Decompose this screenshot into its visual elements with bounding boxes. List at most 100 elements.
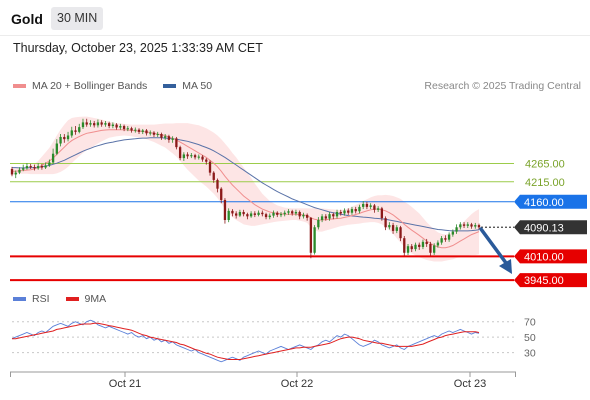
candle-down <box>365 201 369 210</box>
candle-up <box>134 127 137 133</box>
candle-body <box>332 214 335 217</box>
candle-down <box>261 210 264 217</box>
candle-up <box>197 154 200 160</box>
rsi-pane: 70 50 30 <box>11 317 536 363</box>
candle-up <box>36 163 40 170</box>
candle-down <box>74 126 77 135</box>
rsi-swatch <box>13 297 26 301</box>
pivot-label: 4160.00 <box>524 197 564 209</box>
candle-up <box>388 222 391 230</box>
support-label: 4010.00 <box>524 251 564 263</box>
candle-down <box>178 145 182 161</box>
candle-body <box>335 211 339 217</box>
resistance-label: 4215.00 <box>525 177 565 189</box>
header-divider <box>0 35 590 36</box>
candle-down <box>462 222 466 229</box>
candle-up <box>190 152 193 159</box>
candle-down <box>29 163 32 170</box>
candle-up <box>268 213 271 220</box>
candle-body <box>122 126 126 129</box>
candle-body <box>220 188 223 200</box>
candle-body <box>350 209 354 213</box>
candle-up <box>335 209 339 219</box>
legend-label-ma20: MA 20 + Bollinger Bands <box>32 80 148 92</box>
candle-up <box>414 242 417 252</box>
candle-body <box>104 123 107 125</box>
candle-up <box>451 229 455 237</box>
candle-body <box>100 122 103 125</box>
candle-down <box>193 153 197 160</box>
candle-body <box>186 154 189 157</box>
candle-up <box>283 210 286 217</box>
time-axis-label: Oct 23 <box>454 378 486 390</box>
rsi-line <box>11 319 480 363</box>
candle-up <box>249 211 253 218</box>
candle-up <box>302 212 305 219</box>
candle-up <box>474 222 477 229</box>
candle-body <box>339 211 342 214</box>
rsi-legend: RSI 9MA <box>13 293 122 305</box>
candle-body <box>302 214 305 217</box>
candle-body <box>63 136 66 140</box>
candle-down <box>122 124 126 132</box>
candle-body <box>477 225 481 228</box>
candle-body <box>40 166 44 168</box>
candle-down <box>477 223 481 230</box>
support-tag <box>514 273 587 288</box>
candle-up <box>48 159 51 167</box>
candle-down <box>10 166 14 177</box>
candle-up <box>328 211 331 221</box>
bollinger-band <box>12 116 479 262</box>
candle-down <box>264 212 268 220</box>
candle-down <box>212 171 215 183</box>
ma50-swatch <box>163 84 177 88</box>
candle-down <box>305 213 309 221</box>
candle-up <box>395 225 398 234</box>
candle-body <box>425 241 428 245</box>
resistance-label: 4265.00 <box>525 159 565 171</box>
candle-body <box>253 213 256 215</box>
candle-body <box>246 214 249 217</box>
candle-body <box>152 132 156 135</box>
forecast-arrow-shaft <box>479 227 508 265</box>
candle-down <box>160 132 163 140</box>
candle-body <box>197 156 200 158</box>
timeframe-badge[interactable]: 30 MIN <box>51 7 104 30</box>
candle-down <box>231 209 234 217</box>
candle-up <box>66 131 70 142</box>
candle-body <box>51 153 55 163</box>
candle-body <box>70 130 73 136</box>
candle-body <box>130 128 133 131</box>
candle-up <box>171 136 174 143</box>
candle-down <box>208 160 212 176</box>
candle-body <box>470 224 473 227</box>
candle-down <box>399 225 402 242</box>
candle-up <box>96 119 100 128</box>
candle-body <box>29 166 32 168</box>
time-axis: Oct 21 Oct 22 Oct 23 <box>10 371 516 390</box>
candle-down <box>324 214 327 221</box>
candle-down <box>33 164 36 171</box>
candle-body <box>111 124 115 127</box>
candle-body <box>261 212 264 215</box>
candle-body <box>365 203 369 207</box>
candle-up <box>70 126 73 138</box>
candle-body <box>74 130 77 132</box>
candle-down <box>152 131 156 137</box>
candle-up <box>238 209 242 218</box>
candle-body <box>395 227 398 231</box>
legend-item-9ma: 9MA <box>65 293 106 305</box>
candle-body <box>421 241 425 247</box>
candle-down <box>291 209 294 216</box>
candle-up <box>279 211 283 218</box>
candle-body <box>78 127 81 132</box>
candle-body <box>208 161 212 173</box>
candle-up <box>51 148 55 164</box>
instrument-title: Gold <box>11 11 43 27</box>
candle-body <box>10 169 14 175</box>
candle-body <box>287 211 290 213</box>
candle-up <box>447 232 451 242</box>
candle-body <box>369 205 372 207</box>
candle-up <box>55 139 58 156</box>
candle-down <box>373 203 376 213</box>
